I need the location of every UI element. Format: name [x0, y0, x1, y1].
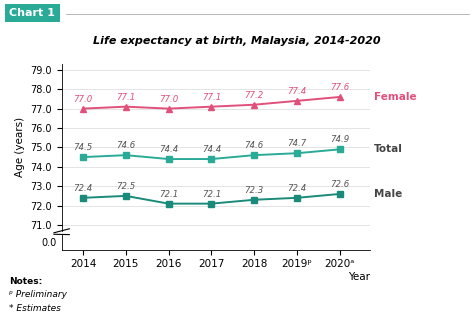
Text: Male: Male: [374, 189, 402, 199]
Text: 72.1: 72.1: [202, 190, 221, 199]
Text: Total: Total: [374, 144, 403, 154]
Y-axis label: Age (years): Age (years): [15, 117, 25, 178]
Text: 72.1: 72.1: [159, 190, 178, 199]
Text: Life expectancy at birth, Malaysia, 2014-2020: Life expectancy at birth, Malaysia, 2014…: [93, 36, 381, 46]
Text: 77.6: 77.6: [330, 83, 349, 92]
Text: 72.5: 72.5: [116, 182, 136, 191]
Text: 72.4: 72.4: [287, 184, 307, 193]
Text: ᵖ Preliminary: ᵖ Preliminary: [9, 290, 67, 299]
Text: 77.2: 77.2: [245, 91, 264, 100]
Text: 72.3: 72.3: [245, 186, 264, 195]
Text: 77.1: 77.1: [202, 93, 221, 102]
Text: 72.6: 72.6: [330, 180, 349, 189]
Text: 74.6: 74.6: [116, 141, 136, 150]
Text: 77.0: 77.0: [159, 95, 178, 104]
Text: Female: Female: [374, 92, 417, 102]
Text: 77.0: 77.0: [73, 95, 92, 104]
Text: 77.4: 77.4: [287, 87, 307, 96]
Text: 74.4: 74.4: [202, 145, 221, 154]
Text: 77.1: 77.1: [116, 93, 136, 102]
Text: 74.9: 74.9: [330, 135, 349, 144]
Text: * Estimates: * Estimates: [9, 304, 61, 313]
Text: 72.4: 72.4: [73, 184, 92, 193]
Text: 74.4: 74.4: [159, 145, 178, 154]
Text: Chart 1: Chart 1: [9, 8, 55, 18]
Text: 74.5: 74.5: [73, 143, 92, 152]
Text: Notes:: Notes:: [9, 277, 43, 286]
Text: 74.7: 74.7: [287, 139, 307, 148]
Text: 74.6: 74.6: [245, 141, 264, 150]
X-axis label: Year: Year: [348, 272, 370, 282]
